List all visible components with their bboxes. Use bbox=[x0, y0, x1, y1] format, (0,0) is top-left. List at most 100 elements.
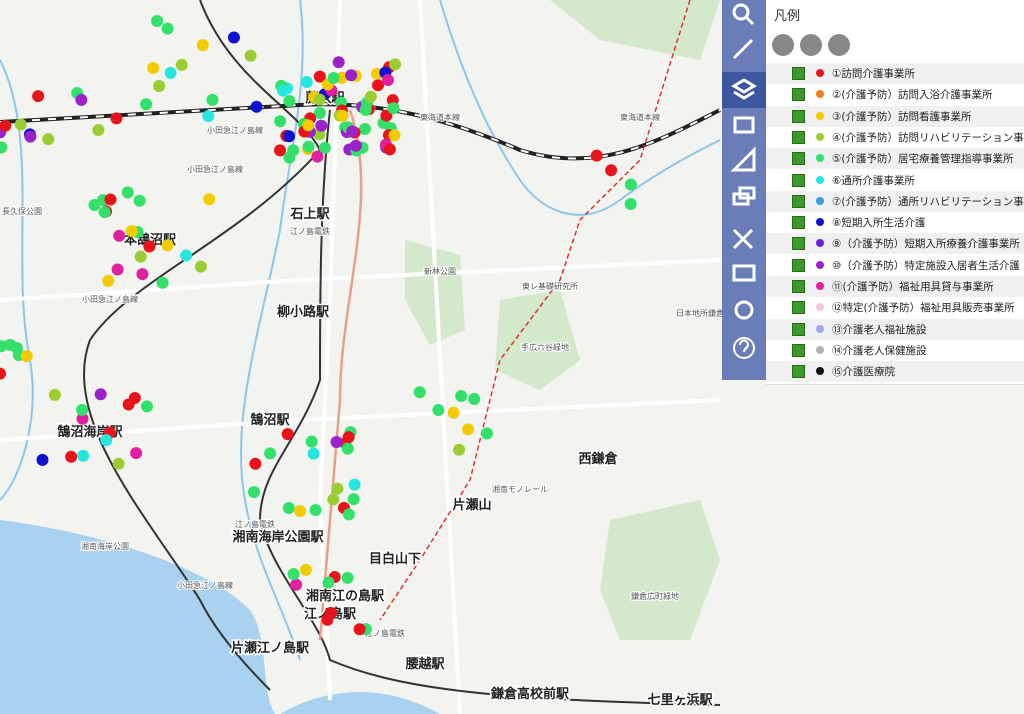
checkbox[interactable] bbox=[792, 152, 805, 166]
facility-marker[interactable] bbox=[624, 178, 637, 191]
facility-marker[interactable] bbox=[147, 61, 160, 74]
facility-marker[interactable] bbox=[161, 239, 174, 252]
facility-marker[interactable] bbox=[164, 66, 177, 79]
checkbox[interactable] bbox=[792, 280, 805, 293]
layer-icon[interactable] bbox=[731, 78, 757, 100]
facility-marker[interactable] bbox=[122, 398, 135, 411]
facility-marker[interactable] bbox=[347, 493, 360, 506]
facility-marker[interactable] bbox=[305, 435, 318, 448]
facility-marker[interactable] bbox=[387, 102, 400, 115]
facility-marker[interactable] bbox=[468, 392, 481, 405]
facility-marker[interactable] bbox=[480, 427, 493, 440]
checkbox[interactable] bbox=[792, 301, 805, 315]
facility-marker[interactable] bbox=[388, 129, 401, 142]
info-button[interactable] bbox=[828, 34, 850, 56]
facility-marker[interactable] bbox=[151, 15, 164, 28]
facility-marker[interactable] bbox=[324, 606, 337, 619]
facility-marker[interactable] bbox=[349, 139, 362, 152]
facility-marker[interactable] bbox=[348, 478, 361, 491]
checkbox[interactable] bbox=[792, 365, 805, 379]
facility-marker[interactable] bbox=[287, 567, 300, 580]
facility-marker[interactable] bbox=[382, 74, 395, 87]
facility-marker[interactable] bbox=[283, 130, 296, 143]
facility-marker[interactable] bbox=[180, 249, 193, 262]
facility-marker[interactable] bbox=[136, 268, 149, 281]
facility-marker[interactable] bbox=[76, 403, 89, 416]
facility-marker[interactable] bbox=[290, 578, 303, 591]
facility-marker[interactable] bbox=[336, 109, 349, 122]
facility-marker[interactable] bbox=[42, 133, 55, 146]
facility-marker[interactable] bbox=[249, 457, 262, 470]
facility-marker[interactable] bbox=[196, 39, 209, 52]
facility-marker[interactable] bbox=[330, 436, 343, 449]
briefcase-icon[interactable] bbox=[732, 264, 756, 282]
facility-marker[interactable] bbox=[24, 130, 37, 143]
facility-marker[interactable] bbox=[342, 431, 355, 444]
checkbox[interactable] bbox=[792, 237, 805, 251]
facility-marker[interactable] bbox=[341, 442, 354, 455]
facility-marker[interactable] bbox=[98, 206, 111, 219]
facility-marker[interactable] bbox=[248, 486, 261, 499]
facility-marker[interactable] bbox=[307, 447, 320, 460]
facility-marker[interactable] bbox=[389, 58, 402, 71]
facility-marker[interactable] bbox=[413, 386, 426, 399]
facility-marker[interactable] bbox=[447, 406, 460, 419]
facility-marker[interactable] bbox=[287, 144, 300, 157]
facility-marker[interactable] bbox=[77, 449, 90, 462]
facility-marker[interactable] bbox=[244, 49, 257, 62]
facility-marker[interactable] bbox=[462, 423, 475, 436]
facility-marker[interactable] bbox=[327, 71, 340, 84]
facility-marker[interactable] bbox=[20, 350, 33, 363]
facility-marker[interactable] bbox=[175, 58, 188, 71]
facility-marker[interactable] bbox=[76, 412, 89, 425]
active-tool[interactable] bbox=[722, 72, 766, 108]
facility-marker[interactable] bbox=[36, 453, 49, 466]
facility-marker[interactable] bbox=[100, 434, 113, 447]
measure-icon[interactable] bbox=[730, 146, 756, 172]
help-icon[interactable] bbox=[733, 337, 755, 359]
facility-marker[interactable] bbox=[104, 193, 117, 206]
facility-marker[interactable] bbox=[133, 194, 146, 207]
facility-marker[interactable] bbox=[322, 576, 335, 589]
facility-marker[interactable] bbox=[332, 56, 345, 69]
facility-marker[interactable] bbox=[283, 95, 296, 108]
facility-marker[interactable] bbox=[153, 80, 166, 93]
facility-marker[interactable] bbox=[277, 84, 290, 97]
facility-marker[interactable] bbox=[250, 100, 263, 113]
facility-marker[interactable] bbox=[309, 504, 322, 517]
facility-marker[interactable] bbox=[281, 428, 294, 441]
facility-marker[interactable] bbox=[94, 388, 107, 401]
facility-marker[interactable] bbox=[130, 447, 143, 460]
facility-marker[interactable] bbox=[143, 240, 156, 253]
facility-marker[interactable] bbox=[299, 563, 312, 576]
facility-marker[interactable] bbox=[194, 260, 207, 273]
facility-marker[interactable] bbox=[227, 31, 240, 44]
facility-marker[interactable] bbox=[282, 502, 295, 515]
facility-marker[interactable] bbox=[112, 457, 125, 470]
facility-marker[interactable] bbox=[10, 341, 23, 354]
facility-marker[interactable] bbox=[121, 186, 134, 199]
facility-marker[interactable] bbox=[590, 149, 603, 162]
facility-marker[interactable] bbox=[364, 90, 377, 103]
facility-marker[interactable] bbox=[294, 505, 307, 518]
facility-marker[interactable] bbox=[455, 390, 468, 403]
facility-marker[interactable] bbox=[302, 140, 315, 153]
facility-marker[interactable] bbox=[32, 90, 45, 103]
facility-marker[interactable] bbox=[0, 119, 12, 132]
globe-button[interactable] bbox=[800, 34, 822, 56]
checkbox[interactable] bbox=[792, 130, 805, 144]
facility-marker[interactable] bbox=[203, 193, 216, 206]
facility-marker[interactable] bbox=[0, 141, 8, 154]
facility-marker[interactable] bbox=[302, 119, 315, 132]
facility-marker[interactable] bbox=[313, 70, 326, 83]
facility-marker[interactable] bbox=[161, 22, 174, 35]
checkbox[interactable] bbox=[792, 322, 805, 336]
facility-marker[interactable] bbox=[313, 93, 326, 106]
facility-marker[interactable] bbox=[315, 119, 328, 132]
facility-marker[interactable] bbox=[372, 79, 385, 92]
facility-marker[interactable] bbox=[346, 125, 359, 138]
setting-icon[interactable] bbox=[734, 300, 754, 320]
facility-marker[interactable] bbox=[345, 69, 358, 82]
facility-marker[interactable] bbox=[342, 508, 355, 521]
facility-marker[interactable] bbox=[111, 263, 124, 276]
